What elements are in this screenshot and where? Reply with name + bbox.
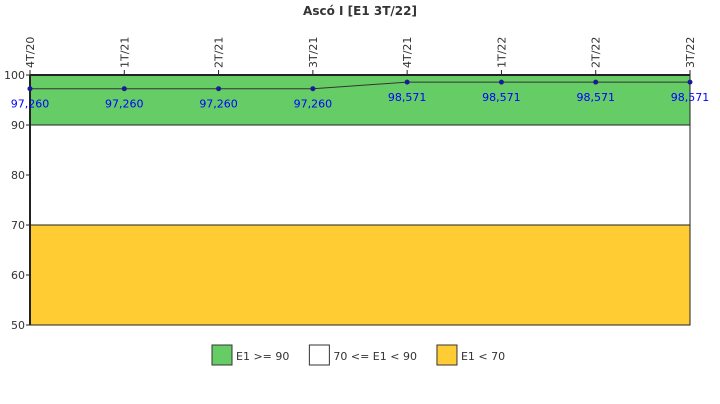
data-point (27, 86, 33, 92)
data-point (216, 86, 222, 92)
data-label: 98,571 (388, 91, 427, 104)
legend-label: 70 <= E1 < 90 (333, 350, 417, 363)
data-point (498, 79, 504, 85)
y-tick-label: 90 (11, 119, 25, 132)
y-tick-label: 80 (11, 169, 25, 182)
y-tick-label: 70 (11, 219, 25, 232)
legend-swatch (211, 344, 233, 366)
data-point (310, 86, 316, 92)
data-label: 98,571 (671, 91, 710, 104)
legend-label: E1 >= 90 (236, 350, 289, 363)
series-line (30, 81, 690, 90)
x-tick-label: 1T/22 (495, 37, 508, 68)
legend: E1 >= 90 70 <= E1 < 90 E1 < 70 (211, 344, 505, 366)
chart-title: Ascó I [E1 3T/22] (303, 4, 417, 18)
y-tick-label: 50 (11, 319, 25, 332)
band-1 (29, 124, 691, 226)
data-point (687, 79, 693, 85)
data-label: 97,260 (105, 98, 144, 111)
data-point (404, 79, 410, 85)
data-label: 97,260 (11, 98, 50, 111)
data-label: 97,260 (199, 98, 238, 111)
x-tick-label: 3T/21 (307, 37, 320, 68)
legend-swatch (436, 344, 458, 366)
legend-swatch (308, 344, 330, 366)
x-tick-label: 4T/20 (24, 37, 37, 68)
x-tick-label: 3T/22 (684, 37, 697, 68)
data-label: 98,571 (482, 91, 521, 104)
y-tick-label: 60 (11, 269, 25, 282)
x-tick-label: 1T/21 (118, 37, 131, 68)
data-point (121, 86, 127, 92)
x-tick-label: 2T/22 (590, 37, 603, 68)
x-tick-label: 4T/21 (401, 37, 414, 68)
band-2 (29, 224, 691, 326)
y-tick-label: 100 (4, 69, 25, 82)
data-label: 98,571 (576, 91, 615, 104)
data-point (593, 79, 599, 85)
x-tick-label: 2T/21 (213, 37, 226, 68)
band-0 (29, 74, 691, 126)
data-label: 97,260 (294, 98, 333, 111)
legend-label: E1 < 70 (461, 350, 505, 363)
